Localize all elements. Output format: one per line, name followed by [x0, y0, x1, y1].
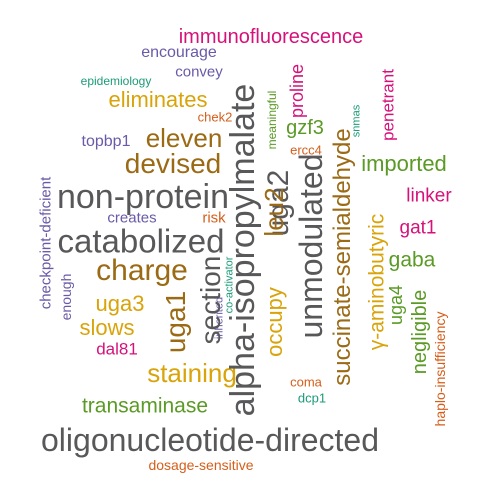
word-haplo-insufficiency: haplo-insufficiency: [432, 311, 448, 427]
word-uga4: uga4: [386, 284, 406, 326]
word-epidemiology: epidemiology: [80, 74, 152, 88]
word-gzf3: gzf3: [286, 117, 324, 139]
word-enough: enough: [58, 273, 74, 321]
word-unmodulated: unmodulated: [293, 153, 329, 339]
word-transaminase: transaminase: [81, 394, 209, 418]
word-checkpoint-deficient: checkpoint-deficient: [37, 176, 55, 310]
word-dcp1: dcp1: [297, 390, 327, 406]
word-slows: slows: [79, 315, 135, 340]
word-section: section: [195, 255, 226, 345]
word-meaningful: meaningful: [265, 90, 279, 150]
word-oligonucleotide-directed: oligonucleotide-directed: [41, 422, 379, 458]
word-charge: charge: [96, 254, 188, 287]
word-gat1: gat1: [399, 217, 437, 239]
word-gaba: gaba: [388, 248, 436, 272]
word-uga1: uga1: [160, 290, 191, 354]
word-catabolized: catabolized: [57, 222, 225, 260]
word-linker: linker: [406, 185, 452, 207]
word-chek2: chek2: [197, 109, 233, 125]
word-gamma-aminobutyric: γ-aminobutyric: [365, 213, 389, 351]
word-dal81: dal81: [96, 339, 138, 359]
word-immunofluorescence: immunofluorescence: [178, 26, 364, 48]
word-penetrant: penetrant: [378, 69, 398, 141]
word-ercc4: ercc4: [290, 142, 322, 158]
word-proline: proline: [287, 63, 307, 119]
word-eliminates: eliminates: [108, 87, 208, 112]
word-creates: creates: [107, 209, 157, 227]
word-devised: devised: [124, 148, 222, 179]
word-coma: coma: [290, 374, 322, 390]
word-staining: staining: [147, 358, 237, 388]
word-risk: risk: [202, 209, 226, 227]
word-dosage-sensitive: dosage-sensitive: [148, 457, 254, 473]
word-convey: convey: [175, 63, 223, 81]
word-alpha-isopropylmalate: alpha-isopropylmalate: [224, 83, 262, 417]
word-succinate-semialdehyde: succinate-semialdehyde: [329, 128, 356, 386]
word-non-protein: non-protein: [56, 178, 230, 216]
word-negligible: negligible: [409, 289, 431, 375]
word-occupy: occupy: [262, 287, 287, 357]
word-eleven: eleven: [145, 123, 223, 153]
word-leu2: leu2: [259, 187, 289, 237]
word-encourage: encourage: [141, 44, 217, 61]
word-imported: imported: [361, 151, 447, 176]
word-uga3: uga3: [95, 291, 145, 316]
word-topbp1: topbp1: [81, 133, 131, 150]
